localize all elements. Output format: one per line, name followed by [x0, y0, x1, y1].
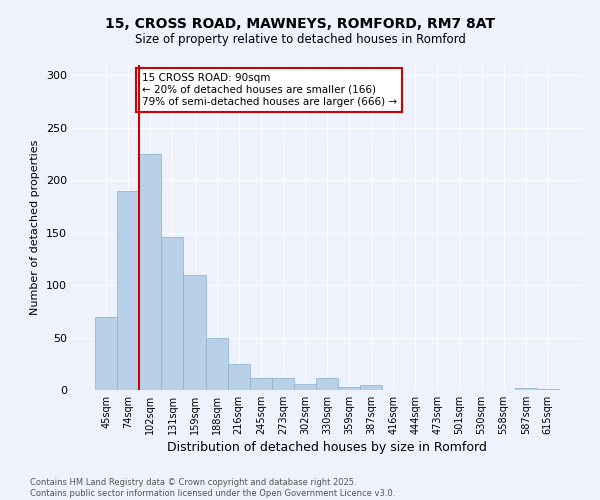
- Bar: [227, 364, 250, 390]
- Bar: [537, 389, 559, 390]
- Text: Size of property relative to detached houses in Romford: Size of property relative to detached ho…: [134, 32, 466, 46]
- Bar: [117, 191, 139, 390]
- Text: Contains HM Land Registry data © Crown copyright and database right 2025.
Contai: Contains HM Land Registry data © Crown c…: [30, 478, 395, 498]
- Bar: [250, 378, 272, 390]
- Bar: [316, 378, 338, 390]
- X-axis label: Distribution of detached houses by size in Romford: Distribution of detached houses by size …: [167, 441, 487, 454]
- Bar: [360, 385, 382, 390]
- Text: 15, CROSS ROAD, MAWNEYS, ROMFORD, RM7 8AT: 15, CROSS ROAD, MAWNEYS, ROMFORD, RM7 8A…: [105, 18, 495, 32]
- Bar: [515, 388, 537, 390]
- Bar: [139, 154, 161, 390]
- Y-axis label: Number of detached properties: Number of detached properties: [31, 140, 40, 315]
- Bar: [294, 384, 316, 390]
- Bar: [206, 338, 227, 390]
- Bar: [95, 316, 117, 390]
- Bar: [161, 237, 184, 390]
- Bar: [184, 274, 206, 390]
- Text: 15 CROSS ROAD: 90sqm
← 20% of detached houses are smaller (166)
79% of semi-deta: 15 CROSS ROAD: 90sqm ← 20% of detached h…: [142, 74, 397, 106]
- Bar: [272, 378, 294, 390]
- Bar: [338, 387, 360, 390]
